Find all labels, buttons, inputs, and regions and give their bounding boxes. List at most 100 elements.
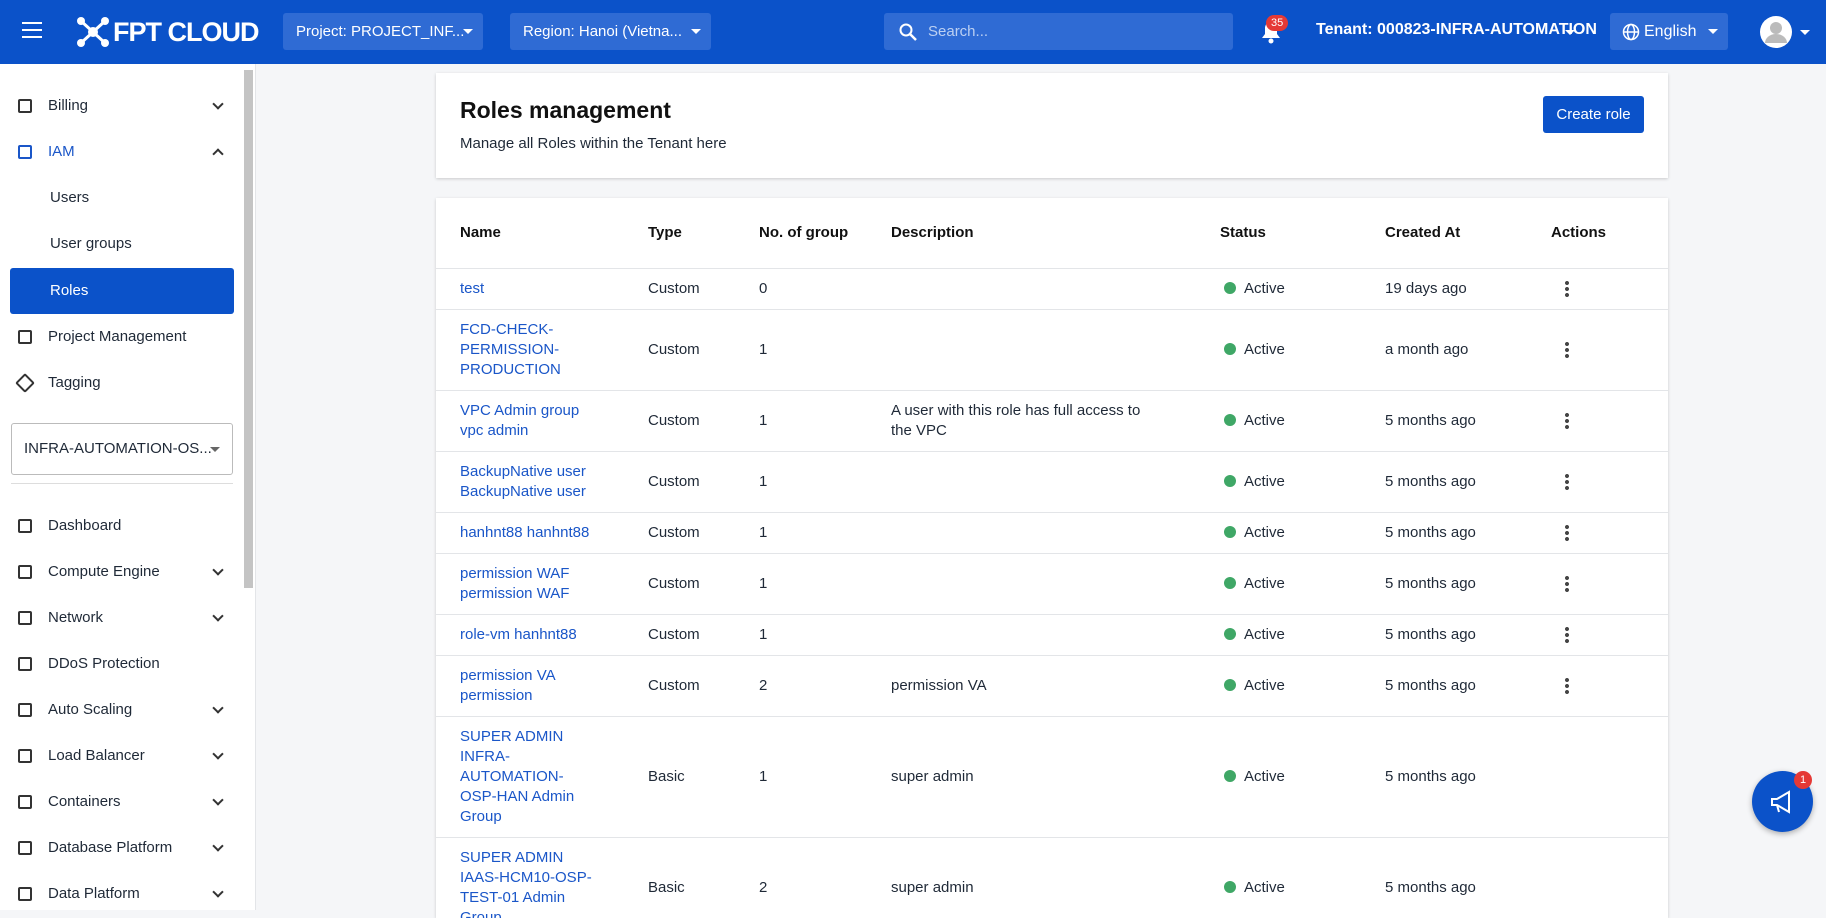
globe-icon bbox=[1622, 23, 1640, 41]
region-select[interactable]: Region: Hanoi (Vietna... bbox=[510, 13, 711, 50]
nav-icon bbox=[18, 703, 32, 717]
nav-item-active[interactable]: Roles bbox=[10, 268, 234, 314]
nav-item[interactable]: Data Platform bbox=[0, 871, 244, 917]
description-text: super admin bbox=[891, 767, 974, 785]
kebab-menu[interactable] bbox=[1565, 625, 1569, 644]
avatar[interactable] bbox=[1759, 15, 1793, 49]
nav-label: Network bbox=[48, 609, 104, 626]
nav-item[interactable]: Containers bbox=[0, 779, 244, 825]
kebab-menu[interactable] bbox=[1565, 340, 1569, 359]
table-row: hanhnt88 hanhnt88 Custom 1 Active 5 months a… bbox=[436, 512, 1668, 554]
role-name[interactable]: VPC Admin group vpc admin bbox=[436, 390, 624, 452]
group-count: 1 bbox=[735, 512, 867, 554]
nav-item[interactable]: Project Management bbox=[0, 314, 244, 360]
kebab-menu[interactable] bbox=[1565, 279, 1569, 298]
role-name[interactable]: BackupNative user BackupNative user bbox=[436, 451, 624, 513]
column-header: Status bbox=[1196, 198, 1361, 269]
feedback-button[interactable]: 1 bbox=[1752, 771, 1813, 832]
role-name[interactable]: SUPER ADMIN IAAS-HCM10-OSP-TEST-01 Admin… bbox=[436, 837, 624, 918]
kebab-menu[interactable] bbox=[1565, 411, 1569, 430]
created-at: 5 months ago bbox=[1361, 614, 1527, 656]
role-type: Custom bbox=[624, 553, 735, 615]
status-text: Active bbox=[1244, 472, 1285, 490]
nav-label: Containers bbox=[48, 793, 121, 810]
role-status: Active bbox=[1196, 268, 1361, 310]
nav-label: Users bbox=[50, 189, 90, 206]
column-header: No. of group bbox=[735, 198, 867, 269]
nav-icon bbox=[18, 887, 32, 901]
nav-item[interactable]: User groups bbox=[0, 221, 244, 267]
status-text: Active bbox=[1244, 676, 1285, 694]
role-type: Custom bbox=[624, 512, 735, 554]
nav-icon bbox=[18, 565, 32, 579]
nav-item[interactable]: Users bbox=[0, 175, 244, 221]
chevron bbox=[212, 840, 224, 852]
status-text: Active bbox=[1244, 625, 1285, 643]
nav-label: Load Balancer bbox=[48, 747, 145, 764]
role-type: Custom bbox=[624, 614, 735, 656]
role-type: Custom bbox=[624, 268, 735, 310]
menu-button[interactable] bbox=[22, 22, 42, 38]
role-type: Basic bbox=[624, 837, 735, 918]
role-name[interactable]: permission VA permission bbox=[436, 655, 624, 717]
status-dot bbox=[1224, 342, 1236, 355]
group-count: 1 bbox=[735, 553, 867, 615]
kebab-menu[interactable] bbox=[1565, 676, 1569, 695]
nav-item[interactable]: Database Platform bbox=[0, 825, 244, 871]
nav-item[interactable]: Billing bbox=[0, 83, 244, 129]
group-count: 2 bbox=[735, 837, 867, 918]
language-label: English bbox=[1644, 23, 1697, 40]
project-dropdown-label: INFRA-AUTOMATION-OS... bbox=[24, 440, 212, 457]
role-name[interactable]: hanhnt88 hanhnt88 bbox=[436, 512, 624, 554]
kebab-menu[interactable] bbox=[1565, 574, 1569, 593]
create-role-button[interactable]: Create role bbox=[1543, 96, 1644, 133]
language-select[interactable]: English bbox=[1610, 13, 1728, 50]
group-count: 2 bbox=[735, 655, 867, 717]
role-status: Active bbox=[1196, 614, 1361, 656]
tenant-select[interactable]: Tenant: 000823-INFRA-AUTOMATION bbox=[1316, 21, 1597, 38]
created-at: 5 months ago bbox=[1361, 716, 1527, 838]
project-select[interactable]: Project: PROJECT_INF... bbox=[283, 13, 483, 50]
group-count: 0 bbox=[735, 268, 867, 310]
nav-item[interactable]: Dashboard bbox=[0, 503, 244, 549]
nav-item[interactable]: Tagging bbox=[0, 360, 244, 406]
role-type: Custom bbox=[624, 451, 735, 513]
status-dot bbox=[1224, 576, 1236, 589]
actions bbox=[1527, 268, 1668, 310]
status-dot bbox=[1224, 627, 1236, 640]
status-text: Active bbox=[1244, 279, 1285, 297]
column-header: Created At bbox=[1361, 198, 1527, 269]
created-at: 5 months ago bbox=[1361, 512, 1527, 554]
status-text: Active bbox=[1244, 523, 1285, 541]
role-name[interactable]: permission WAF permission WAF bbox=[436, 553, 624, 615]
logo[interactable]: FPT CLOUD bbox=[113, 17, 259, 47]
sidebar: Billing IAM Users User groups Roles Proj… bbox=[0, 64, 256, 910]
kebab-menu[interactable] bbox=[1565, 472, 1569, 491]
nav-label: Tagging bbox=[48, 374, 101, 391]
kebab-menu[interactable] bbox=[1565, 523, 1569, 542]
status-text: Active bbox=[1244, 340, 1285, 358]
logo-icon bbox=[77, 17, 109, 47]
nav-item[interactable]: DDoS Protection bbox=[0, 641, 244, 687]
role-description: super admin bbox=[867, 837, 1196, 918]
nav-label: Database Platform bbox=[48, 839, 173, 856]
role-status: Active bbox=[1196, 451, 1361, 513]
nav-item[interactable]: Network bbox=[0, 595, 244, 641]
nav-item[interactable]: IAM bbox=[0, 129, 244, 175]
nav-icon bbox=[18, 611, 32, 625]
nav-item[interactable]: Auto Scaling bbox=[0, 687, 244, 733]
nav-item[interactable]: Compute Engine bbox=[0, 549, 244, 595]
role-name[interactable]: SUPER ADMIN INFRA-AUTOMATION-OSP-HAN Adm… bbox=[436, 716, 624, 838]
megaphone-icon bbox=[1771, 790, 1790, 814]
nav-label: User groups bbox=[50, 235, 132, 252]
role-name[interactable]: test bbox=[436, 268, 624, 310]
project-dropdown[interactable]: INFRA-AUTOMATION-OS... bbox=[11, 423, 233, 475]
actions bbox=[1527, 309, 1668, 391]
scrollbar bbox=[244, 70, 253, 588]
search-box[interactable]: Search... bbox=[884, 13, 1233, 50]
role-description bbox=[867, 268, 1196, 310]
role-name[interactable]: role-vm hanhnt88 bbox=[436, 614, 624, 656]
nav-item[interactable]: Load Balancer bbox=[0, 733, 244, 779]
role-name[interactable]: FCD-CHECK-PERMISSION-PRODUCTION bbox=[436, 309, 624, 391]
